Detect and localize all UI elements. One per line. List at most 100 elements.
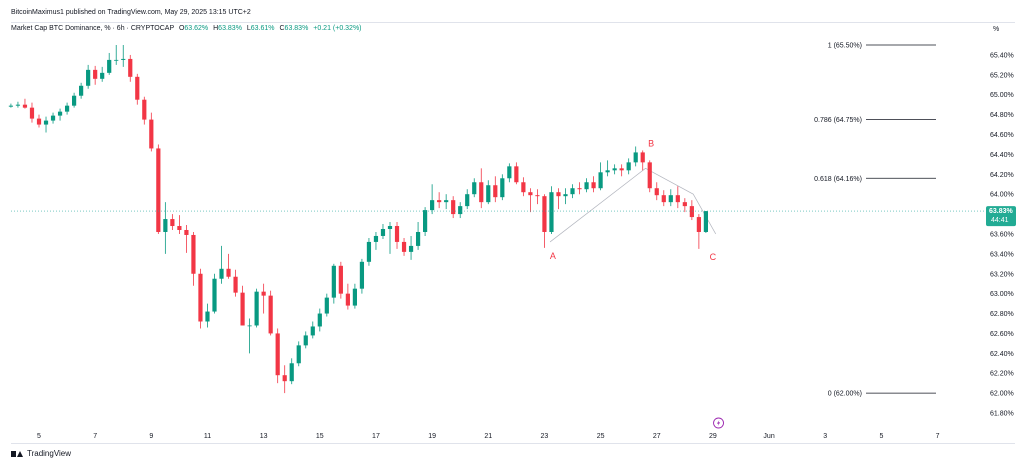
countdown-label: 44:41 xyxy=(991,217,1009,224)
tradingview-logo-icon xyxy=(11,450,23,458)
candle xyxy=(191,231,196,286)
wave-path-line[interactable] xyxy=(549,167,717,243)
candle xyxy=(184,225,189,253)
x-tick-label: 23 xyxy=(541,433,549,440)
candle xyxy=(205,303,210,328)
candle xyxy=(163,202,168,254)
candle xyxy=(317,308,322,332)
y-tick-label: 62.00% xyxy=(990,391,1014,398)
candle xyxy=(696,214,701,249)
fib-retracement[interactable]: 1 (65.50%) 0.786 (64.75%) 0.618 (64.16%) 0 … xyxy=(814,43,936,398)
candle xyxy=(458,202,463,219)
candle xyxy=(359,258,365,294)
candle xyxy=(521,177,526,197)
candle xyxy=(408,235,414,260)
y-tick-label: 64.60% xyxy=(990,132,1014,139)
candle xyxy=(177,215,182,234)
candle xyxy=(114,45,119,65)
candle xyxy=(612,164,617,175)
candle xyxy=(345,283,350,310)
markers xyxy=(713,417,724,429)
candle xyxy=(50,112,56,124)
low-label: L xyxy=(246,25,251,32)
high-value: 63.83% xyxy=(218,25,242,32)
candle xyxy=(415,222,421,250)
low-value: 63.61% xyxy=(250,25,275,32)
candle xyxy=(57,108,63,121)
candle xyxy=(640,150,645,171)
wave-label-b: B xyxy=(648,138,654,148)
candle xyxy=(661,190,666,207)
candle xyxy=(8,103,14,108)
x-tick-label: 27 xyxy=(653,433,661,440)
candle xyxy=(352,283,357,309)
candle xyxy=(647,160,652,193)
candle xyxy=(584,178,589,193)
x-tick-label: 9 xyxy=(149,433,153,440)
candle xyxy=(15,101,21,108)
candle xyxy=(289,358,294,385)
high-label: H xyxy=(213,25,219,32)
candle xyxy=(401,237,407,256)
candle xyxy=(36,114,42,128)
y-tick-label: 65.40% xyxy=(990,52,1014,59)
candle xyxy=(247,318,252,354)
candle xyxy=(170,214,175,230)
candle xyxy=(563,188,568,205)
candle xyxy=(486,180,491,205)
fib-level-label: 0 (62.00%) xyxy=(828,391,862,398)
candle xyxy=(380,224,386,239)
candle xyxy=(282,365,287,394)
candle xyxy=(338,261,343,299)
candle xyxy=(703,211,708,233)
x-tick-label: 17 xyxy=(372,433,380,440)
candle xyxy=(64,102,70,115)
y-tick-label: 64.40% xyxy=(990,152,1014,159)
time-axis[interactable]: 5 7 9 11 13 15 17 19 21 23 25 27 29 Jun 3 5 7 xyxy=(37,433,940,440)
candle xyxy=(79,82,84,99)
candles xyxy=(8,45,708,394)
y-tick-label: 64.20% xyxy=(990,172,1014,179)
x-tick-label: 5 xyxy=(37,433,41,440)
candle xyxy=(619,164,624,177)
x-tick-label: 29 xyxy=(709,433,717,440)
fib-level-label: 0.618 (64.16%) xyxy=(814,176,862,183)
x-tick-label: 11 xyxy=(204,433,211,440)
footer-brand[interactable]: TradingView xyxy=(11,449,71,458)
candle xyxy=(387,222,393,254)
y-tick-label: 64.80% xyxy=(990,112,1014,119)
candle xyxy=(29,102,35,123)
y-tick-label: 61.80% xyxy=(990,411,1014,418)
candle xyxy=(570,184,575,199)
candle xyxy=(240,285,245,326)
y-tick-label: 63.00% xyxy=(990,291,1014,298)
candle xyxy=(93,65,98,85)
close-label: C xyxy=(279,25,285,32)
candle xyxy=(675,186,680,209)
candle xyxy=(514,162,519,185)
open-label: O xyxy=(178,25,185,32)
candle xyxy=(549,186,554,234)
price-axis[interactable]: 65.40% 65.20% 65.00% 64.80% 64.60% 64.40% 64.2… xyxy=(11,52,1016,418)
candle xyxy=(310,321,315,339)
candle xyxy=(366,237,372,266)
candle xyxy=(451,196,456,219)
x-tick-label: 7 xyxy=(936,433,940,440)
candle xyxy=(682,198,687,213)
candle xyxy=(303,331,308,349)
candle xyxy=(556,188,561,210)
fib-level-label: 1 (65.50%) xyxy=(828,43,862,50)
candle xyxy=(689,200,694,221)
candle xyxy=(542,194,547,248)
candle xyxy=(493,176,498,203)
chart-frame xyxy=(11,22,1015,444)
candle xyxy=(423,207,428,236)
candle xyxy=(633,146,638,167)
candle xyxy=(324,293,329,317)
candle xyxy=(535,189,540,205)
candle xyxy=(394,222,400,249)
candle xyxy=(135,73,140,105)
candle xyxy=(212,273,217,314)
x-tick-label: 15 xyxy=(316,433,324,440)
